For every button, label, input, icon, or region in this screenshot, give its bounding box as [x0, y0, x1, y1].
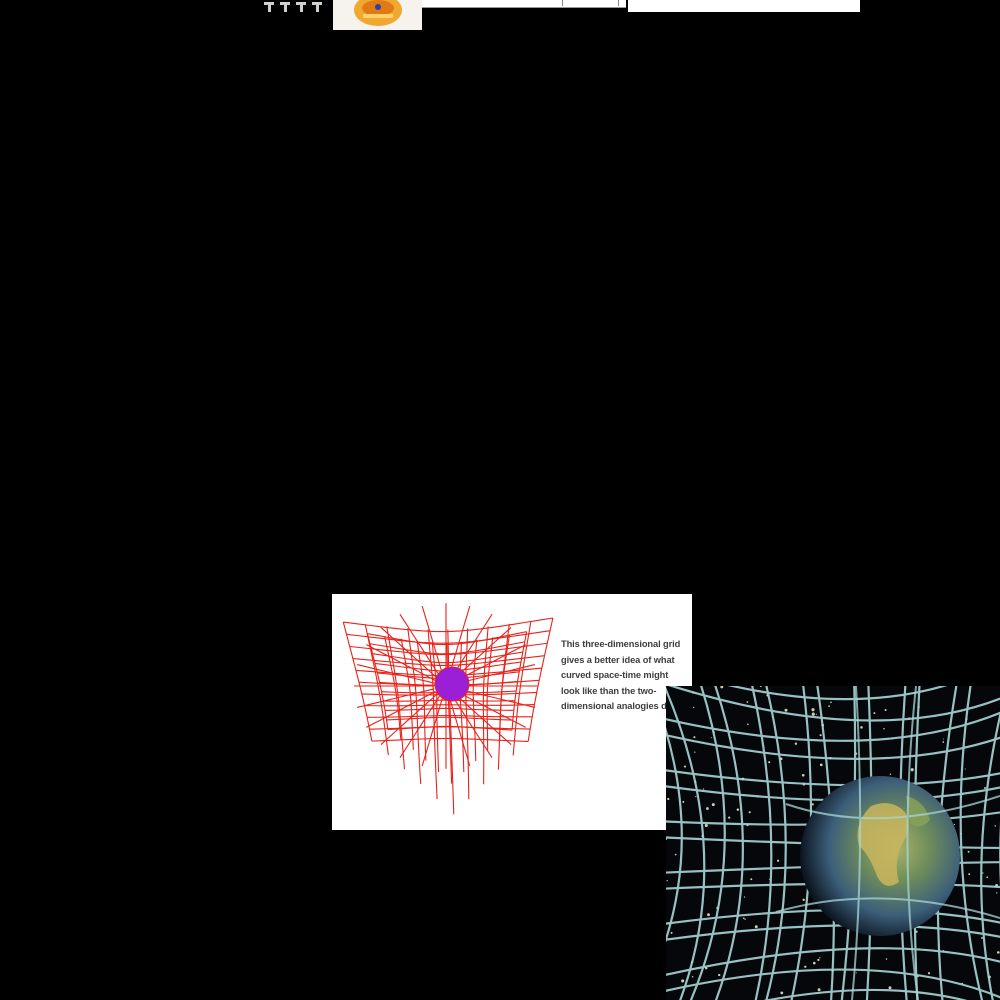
earth-image	[666, 686, 1000, 1000]
top-white-panel	[628, 0, 860, 12]
orange-crown-icon	[354, 0, 402, 26]
curved-spacetime-grid-icon	[342, 603, 554, 815]
figure-card: This three-dimensional grid gives a bett…	[332, 594, 692, 830]
toolbar-glyph-icon	[296, 2, 306, 12]
toolbar-glyph-icon	[312, 2, 322, 12]
top-toolbar-icons	[262, 0, 326, 14]
thumbnail[interactable]	[333, 0, 422, 30]
toolbar-glyph-icon	[280, 2, 290, 12]
toolbar-glyph-icon	[264, 2, 274, 12]
earth-in-warped-spacetime-icon	[666, 686, 1000, 1000]
top-bar-strip	[422, 0, 626, 8]
